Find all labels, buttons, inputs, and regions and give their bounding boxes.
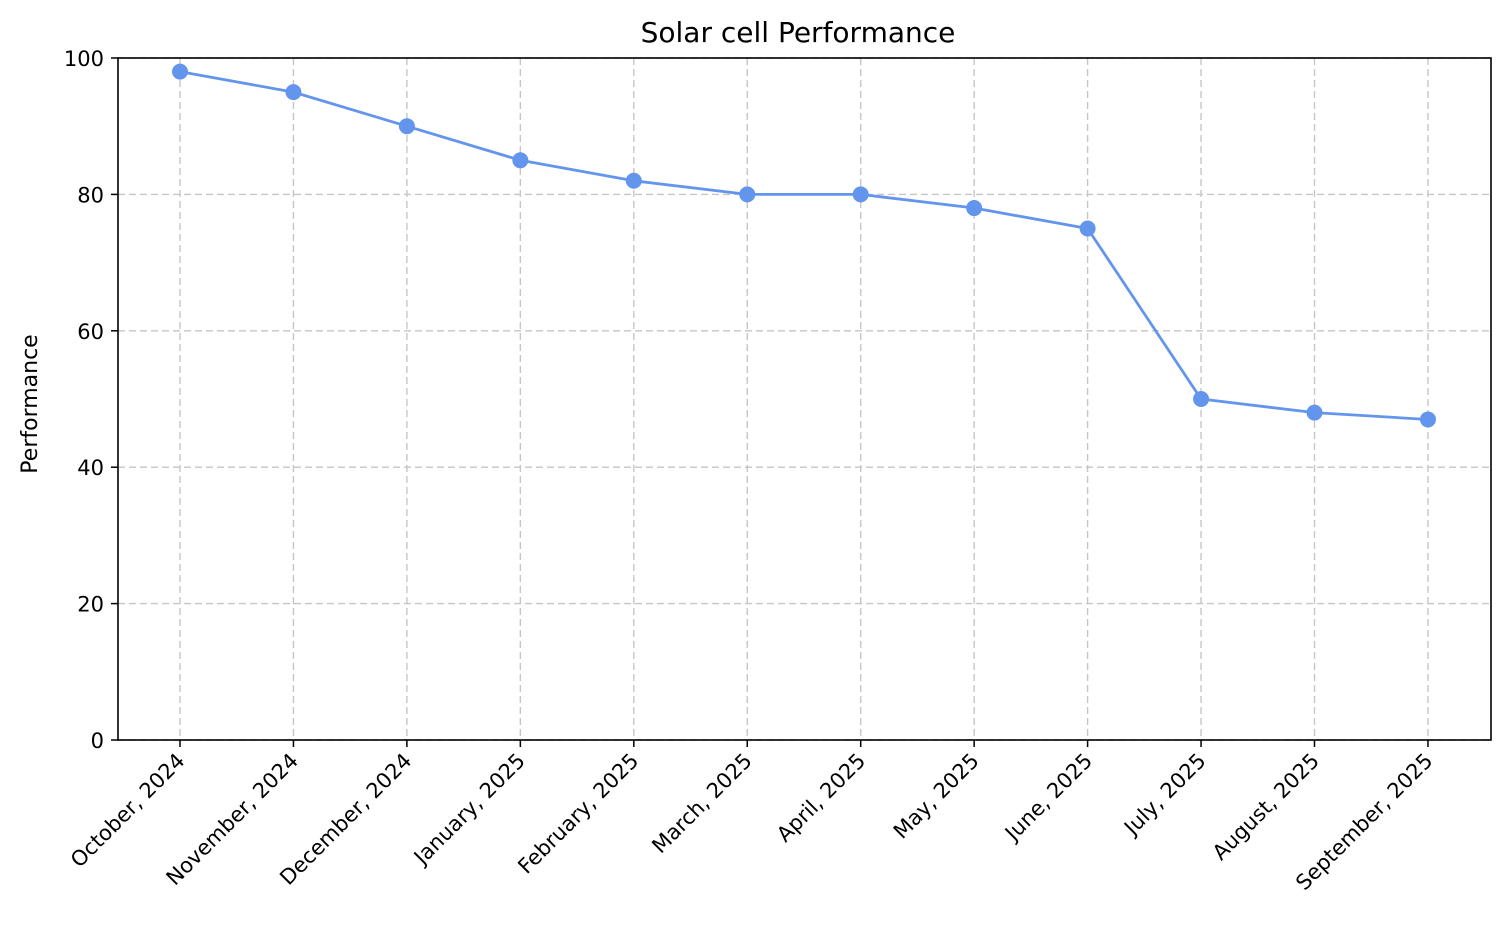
x-tick-label-7: May, 2025: [889, 749, 984, 844]
data-point-0-5: [739, 186, 756, 203]
data-point-0-9: [1193, 391, 1210, 407]
data-point-0-7: [966, 200, 983, 217]
data-point-0-4: [625, 172, 642, 189]
y-tick-label-0: 0: [91, 729, 104, 753]
x-tick-label-3: January, 2025: [408, 749, 530, 871]
x-tick-label-6: April, 2025: [772, 749, 870, 847]
chart-title: Solar cell Performance: [641, 16, 956, 49]
plot-area: [117, 57, 1492, 741]
x-tick-label-10: August, 2025: [1208, 749, 1324, 865]
y-tick-label-5: 100: [64, 47, 104, 71]
y-tick-label-1: 20: [77, 593, 104, 617]
series-layer: [172, 63, 1436, 428]
y-tick-label-3: 60: [77, 320, 104, 344]
x-tick-label-4: February, 2025: [513, 749, 643, 879]
data-point-0-11: [1419, 411, 1436, 428]
data-point-0-2: [398, 118, 415, 135]
data-point-0-8: [1079, 220, 1096, 237]
y-tick-label-4: 80: [77, 183, 104, 207]
grid-lines: [118, 57, 1491, 741]
series-line-0: [179, 70, 1429, 421]
data-point-0-1: [285, 84, 302, 101]
data-point-0-0: [172, 63, 188, 80]
data-point-0-3: [512, 152, 529, 169]
y-axis-label: Performance: [18, 334, 43, 473]
x-tick-label-9: July, 2025: [1118, 749, 1210, 841]
x-tick-label-8: June, 2025: [999, 749, 1097, 847]
x-tick-label-0: October, 2024: [66, 749, 190, 873]
data-point-0-6: [852, 186, 869, 203]
data-point-0-10: [1306, 404, 1323, 421]
x-tick-label-5: March, 2025: [647, 749, 756, 858]
y-tick-label-2: 40: [77, 456, 104, 480]
